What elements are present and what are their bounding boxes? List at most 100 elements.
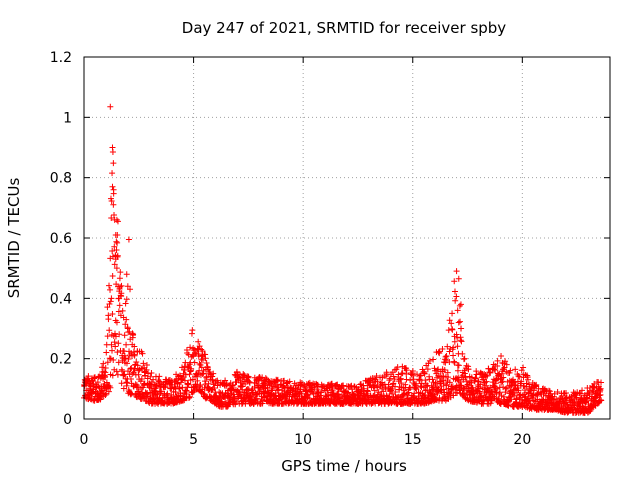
data-point [115, 340, 122, 347]
data-point [455, 319, 462, 326]
data-point [399, 370, 406, 377]
data-point [112, 256, 119, 263]
data-point [107, 286, 114, 293]
data-point [340, 382, 347, 389]
data-point [495, 395, 502, 402]
data-point [115, 308, 122, 315]
data-point [114, 371, 121, 378]
data-point [123, 316, 130, 323]
data-point [458, 338, 465, 345]
data-point [459, 350, 466, 357]
data-point [121, 332, 128, 339]
data-point [373, 372, 380, 379]
data-point [400, 391, 407, 398]
data-point [435, 349, 442, 356]
data-point [124, 283, 131, 290]
data-point [466, 395, 473, 402]
data-point [203, 360, 210, 367]
data-point [432, 367, 439, 374]
data-point [515, 372, 522, 379]
data-point [125, 356, 132, 363]
data-point [451, 358, 458, 365]
data-point [422, 377, 429, 384]
data-point [97, 396, 104, 403]
data-point [520, 364, 527, 371]
data-point [426, 357, 433, 364]
data-point [185, 381, 192, 388]
y-tick-label: 0.2 [50, 352, 72, 368]
y-tick-label: 1 [63, 110, 72, 126]
data-point [123, 382, 130, 389]
data-point [413, 380, 420, 387]
data-point [122, 355, 129, 362]
data-point [113, 319, 120, 326]
data-point [108, 295, 115, 302]
y-tick-label: 0.8 [50, 171, 72, 187]
data-point [457, 378, 464, 385]
data-point [441, 366, 448, 373]
data-point [158, 388, 165, 395]
data-point [503, 361, 510, 368]
data-point [371, 387, 378, 394]
data-point [597, 385, 604, 392]
data-point [511, 386, 518, 393]
data-point [111, 261, 118, 268]
data-point [109, 183, 116, 190]
data-point [131, 343, 138, 350]
data-point [498, 352, 505, 359]
data-point [198, 364, 205, 371]
data-point [370, 382, 377, 389]
data-point [104, 359, 111, 366]
data-point [108, 341, 115, 348]
data-point [222, 377, 229, 384]
data-point [181, 367, 188, 374]
x-axis-label: GPS time / hours [281, 457, 407, 475]
data-point [573, 394, 580, 401]
data-point [455, 362, 462, 369]
data-point [111, 330, 118, 337]
chart-title: Day 247 of 2021, SRMTID for receiver spb… [182, 19, 507, 37]
data-point [148, 369, 155, 376]
data-point [102, 364, 109, 371]
data-point [109, 170, 116, 177]
data-point [545, 387, 552, 394]
data-point [107, 384, 114, 391]
data-point [202, 395, 209, 402]
data-point [116, 295, 123, 302]
data-point [196, 360, 203, 367]
data-point [434, 387, 441, 394]
data-point [450, 344, 457, 351]
data-point [116, 275, 123, 282]
data-point [200, 367, 207, 374]
data-point [216, 389, 223, 396]
data-point [114, 349, 121, 356]
data-point [449, 310, 456, 317]
data-point [446, 379, 453, 386]
data-point [460, 356, 467, 363]
data-point [109, 372, 116, 379]
data-point [118, 282, 125, 289]
axis-ticks [83, 56, 610, 420]
data-point [118, 380, 125, 387]
data-point [461, 390, 468, 397]
data-point [473, 371, 480, 378]
data-point [502, 385, 509, 392]
data-point [413, 386, 420, 393]
data-point [494, 363, 501, 370]
data-point [395, 371, 402, 378]
data-point [107, 103, 114, 110]
data-point [225, 403, 232, 410]
data-point [500, 374, 507, 381]
data-point [234, 368, 241, 375]
data-point [197, 381, 204, 388]
data-point [153, 388, 160, 395]
data-point [499, 378, 506, 385]
data-point [114, 252, 121, 259]
data-point [546, 388, 553, 395]
data-point [110, 160, 117, 167]
data-point [191, 359, 198, 366]
data-point [286, 378, 293, 385]
data-point [189, 376, 196, 383]
data-point [453, 293, 460, 300]
data-point [440, 373, 447, 380]
